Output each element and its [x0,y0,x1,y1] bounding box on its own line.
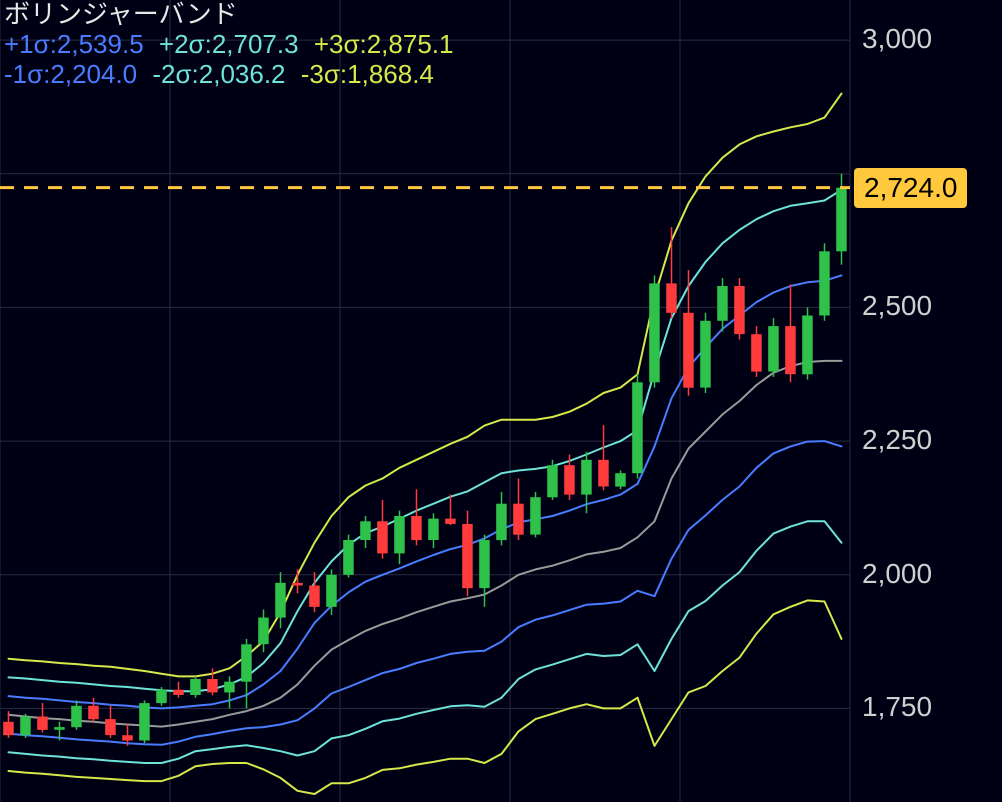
legend-minus2: -2σ:2,036.2 [152,60,285,90]
current-price-label: 2,724.0 [854,168,967,208]
legend-row-upper: +1σ:2,539.5 +2σ:2,707.3 +3σ:2,875.1 [4,30,461,60]
y-axis-tick: 1,750 [862,691,932,723]
legend-plus1: +1σ:2,539.5 [4,30,144,60]
legend-minus3: -3σ:1,868.4 [301,60,434,90]
chart-legend: ボリンジャーバンド +1σ:2,539.5 +2σ:2,707.3 +3σ:2,… [0,0,465,90]
legend-row-lower: -1σ:2,204.0 -2σ:2,036.2 -3σ:1,868.4 [4,60,461,90]
legend-plus2: +2σ:2,707.3 [159,30,299,60]
y-axis-tick: 3,000 [862,23,932,55]
y-axis-tick: 2,250 [862,424,932,456]
y-axis-tick: 2,500 [862,290,932,322]
candlestick-chart[interactable] [0,0,1002,802]
indicator-title: ボリンジャーバンド [4,0,461,30]
legend-plus3: +3σ:2,875.1 [314,30,454,60]
y-axis-tick: 2,000 [862,558,932,590]
legend-minus1: -1σ:2,204.0 [4,60,137,90]
chart-container[interactable]: ボリンジャーバンド +1σ:2,539.5 +2σ:2,707.3 +3σ:2,… [0,0,1002,802]
